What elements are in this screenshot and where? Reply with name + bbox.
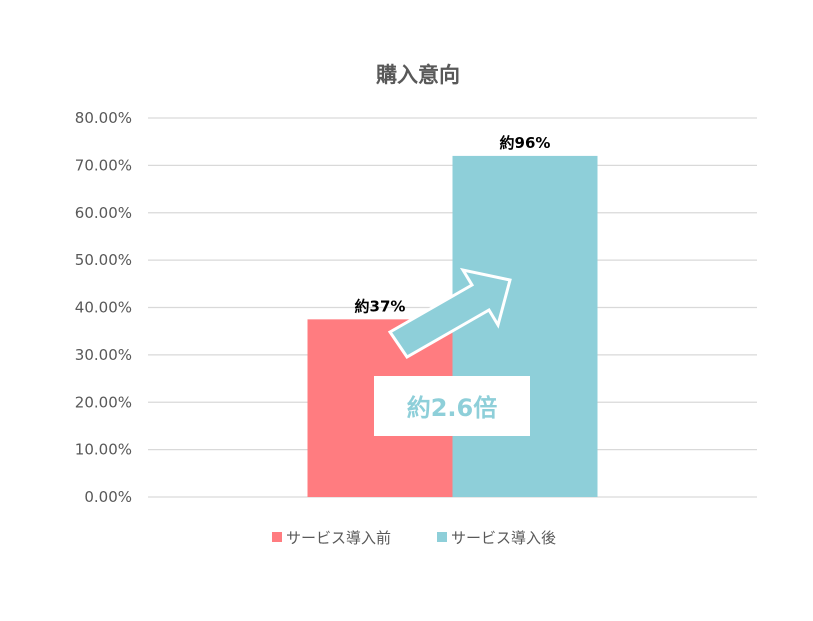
growth-annotation: 約2.6倍 [374,267,530,436]
callout-text: 約2.6倍 [407,394,498,422]
data-label: 約37% [355,297,406,315]
data-label: 約96% [500,134,551,152]
chart-title: 購入意向 [375,63,460,87]
bars [307,155,598,497]
y-axis-ticks: 0.00% 10.00% 20.00% 30.00% 40.00% 50.00% 60.00… [75,109,132,506]
callout-box [374,376,530,436]
y-tick-label: 60.00% [75,204,132,222]
data-labels: 約37% 約96% [355,134,551,315]
legend-label: サービス導入後 [451,529,556,547]
y-tick-label: 80.00% [75,109,132,127]
bar-after [452,155,598,497]
y-tick-label: 30.00% [75,346,132,364]
y-tick-label: 70.00% [75,156,132,174]
y-tick-label: 10.00% [75,441,132,459]
growth-arrow-icon [387,267,512,359]
y-tick-label: 20.00% [75,393,132,411]
y-tick-label: 0.00% [84,488,132,506]
legend-label: サービス導入前 [286,529,391,547]
y-tick-label: 40.00% [75,299,132,317]
legend: サービス導入前 サービス導入後 [272,529,556,547]
legend-swatch [272,532,282,542]
legend-swatch [437,532,447,542]
y-tick-label: 50.00% [75,251,132,269]
